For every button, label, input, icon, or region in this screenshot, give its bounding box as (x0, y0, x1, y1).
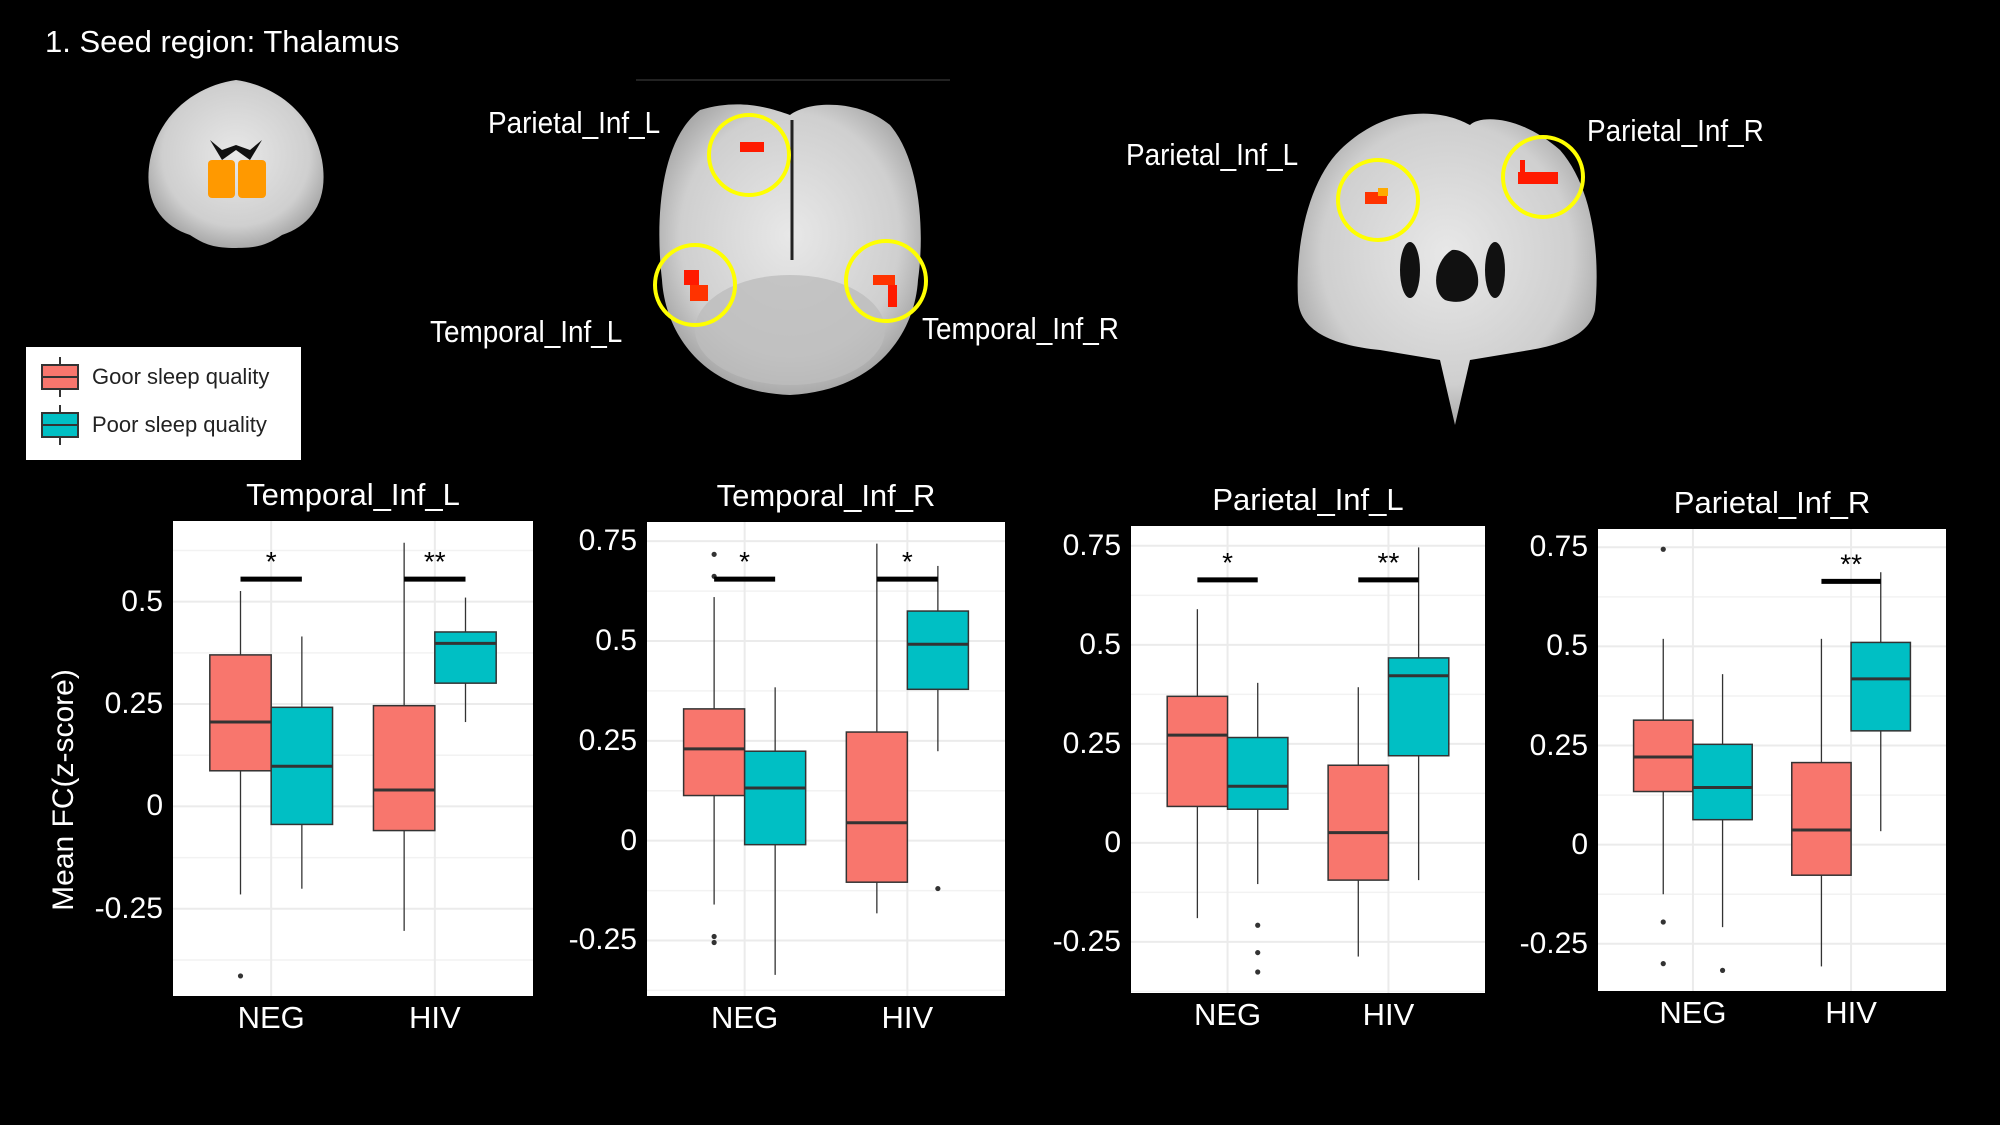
circle-axial-parietal-l (1336, 158, 1420, 242)
label-axial-parietal-l: Parietal_Inf_L (1126, 137, 1299, 172)
y-tick-label: 0.5 (595, 623, 637, 657)
plot-svg: * ** (1131, 526, 1485, 993)
box-neg-good (682, 708, 746, 797)
box-neg-good (1166, 695, 1229, 808)
coronal-brain-image (653, 104, 928, 395)
plot-panel-4: ** (1598, 529, 1946, 991)
y-tick-label: 0.75 (1062, 528, 1121, 562)
outlier-point (711, 939, 717, 946)
circle-temporal-r (844, 239, 928, 323)
plot-panel-1: * ** (173, 521, 533, 996)
label-coronal-temporal-r: Temporal_Inf_R (922, 311, 1119, 346)
y-tick-label: -0.25 (568, 923, 637, 957)
panel-title: Temporal_Inf_R (716, 478, 936, 513)
y-tick-label: 0 (1104, 825, 1121, 859)
outlier-point (935, 885, 941, 892)
panel-title: Temporal_Inf_L (246, 477, 460, 512)
x-tick-label: NEG (237, 1000, 305, 1035)
box-hiv-poor (906, 610, 970, 691)
legend-key-poor-icon (41, 405, 79, 445)
significance-label: ** (1840, 548, 1862, 579)
outlier-point (1255, 922, 1261, 928)
y-tick-label: 0.25 (578, 723, 637, 757)
circle-axial-parietal-r (1501, 135, 1585, 219)
x-tick-label: HIV (1825, 995, 1877, 1030)
y-tick-label: -0.25 (94, 891, 163, 925)
outlier-point (1255, 949, 1261, 956)
y-tick-label: 0.5 (1546, 629, 1588, 663)
y-tick-label: 0.5 (121, 584, 163, 618)
y-tick-label: 0 (146, 789, 163, 823)
significance-label: * (266, 546, 277, 577)
significance-label: * (1222, 547, 1233, 578)
y-tick-label: -0.25 (1519, 926, 1588, 960)
significance-label: ** (424, 546, 446, 577)
outlier-point (1719, 967, 1726, 973)
box-hiv-good (1791, 761, 1852, 876)
figure-title: 1. Seed region: Thalamus (45, 24, 400, 59)
outlier-point (1255, 969, 1261, 975)
y-tick-label: 0.25 (1529, 728, 1588, 762)
x-tick-label: HIV (408, 1000, 461, 1035)
plot-svg: ** (647, 522, 1005, 996)
box-hiv-poor (1387, 657, 1450, 757)
y-tick-label: 0.75 (1529, 530, 1588, 564)
legend-label-good: Goor sleep quality (92, 364, 270, 389)
legend: Goor sleep quality Poor sleep quality (26, 347, 301, 460)
circle-parietal-l (707, 113, 791, 197)
plot-panel-3: * ** (1131, 526, 1485, 993)
box-hiv-poor (1850, 641, 1912, 732)
circle-temporal-l (653, 243, 737, 327)
box-hiv-good (845, 731, 909, 883)
y-tick-label: 0.75 (578, 524, 637, 558)
thalamus-seed-left (208, 160, 235, 198)
legend-label-poor: Poor sleep quality (92, 412, 267, 437)
outlier-point (711, 933, 717, 940)
box-neg-poor (743, 750, 807, 846)
brain-images (148, 79, 1597, 425)
legend-key-good-icon (41, 357, 79, 397)
x-tick-label: NEG (1193, 997, 1262, 1032)
outlier-point (1660, 961, 1666, 967)
plot-svg: ** (1598, 529, 1946, 991)
box-neg-poor (1692, 743, 1753, 821)
panel-title: Parietal_Inf_R (1673, 485, 1871, 520)
thalamus-seed-right (238, 160, 266, 198)
plot-svg: * ** (173, 521, 533, 996)
y-tick-label: 0 (620, 823, 637, 857)
significance-label: * (739, 546, 750, 577)
x-tick-label: HIV (881, 1000, 934, 1035)
x-tick-label: NEG (1659, 995, 1727, 1030)
legend-item-poor: Poor sleep quality (40, 405, 267, 445)
box-hiv-good (1327, 764, 1390, 881)
outlier-point (1660, 546, 1666, 552)
x-tick-label: NEG (711, 1000, 779, 1035)
y-tick-label: 0 (1571, 827, 1588, 861)
y-tick-label: 0.5 (1079, 627, 1121, 661)
legend-item-good: Goor sleep quality (40, 357, 269, 397)
seed-brain-image (148, 80, 324, 248)
y-tick-label: 0.25 (104, 687, 163, 721)
y-axis-title: Mean FC(z-score) (47, 669, 80, 911)
significance-label: ** (1378, 547, 1400, 578)
box-hiv-poor (434, 631, 497, 684)
second-brain-image (1297, 113, 1597, 425)
y-tick-label: -0.25 (1052, 924, 1121, 958)
label-coronal-parietal-l: Parietal_Inf_L (488, 105, 661, 140)
outlier-point (237, 973, 244, 979)
x-tick-label: HIV (1362, 997, 1415, 1032)
significance-label: * (902, 546, 913, 577)
box-neg-poor (1226, 736, 1289, 810)
label-axial-parietal-r: Parietal_Inf_R (1587, 113, 1764, 148)
panel-title: Parietal_Inf_L (1212, 482, 1404, 517)
y-tick-label: 0.25 (1062, 726, 1121, 760)
box-neg-good (209, 654, 272, 772)
plot-panel-2: * * (647, 522, 1005, 996)
label-coronal-temporal-l: Temporal_Inf_L (430, 314, 623, 349)
outlier-point (1660, 919, 1666, 925)
box-hiv-good (372, 704, 436, 832)
outlier-point (711, 551, 717, 557)
